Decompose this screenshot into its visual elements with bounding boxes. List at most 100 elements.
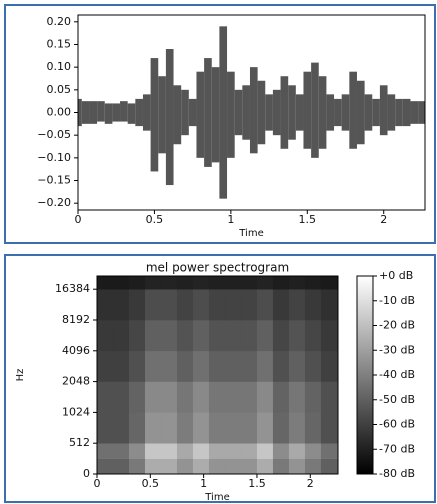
heatmap-cell xyxy=(193,351,209,382)
heatmap-cell xyxy=(289,382,305,413)
heatmap-cell xyxy=(193,459,209,475)
heatmap-cell xyxy=(193,320,209,351)
waveform-segment xyxy=(265,94,273,130)
x-axis-label: Time xyxy=(204,492,229,503)
heatmap-cell xyxy=(161,276,177,289)
waveform-segment xyxy=(380,85,388,135)
waveform-segment xyxy=(281,76,289,149)
heatmap-cell xyxy=(177,351,193,382)
heatmap-cell xyxy=(241,351,257,382)
heatmap-cell xyxy=(225,320,241,351)
heatmap-cell xyxy=(305,443,321,459)
waveform-segment xyxy=(112,103,120,121)
heatmap-cell xyxy=(129,351,145,382)
waveform-segment xyxy=(212,67,220,162)
waveform-segment xyxy=(319,76,327,149)
waveform-segment xyxy=(89,101,97,124)
heatmap-cell xyxy=(273,289,289,320)
heatmap-cell xyxy=(241,443,257,459)
x-tick-label: 0 xyxy=(75,213,82,226)
heatmap-cell xyxy=(321,382,338,413)
waveform-segment xyxy=(174,85,182,144)
y-tick-label: 8192 xyxy=(62,313,90,326)
heatmap-cell xyxy=(129,276,145,289)
heatmap-cell xyxy=(273,320,289,351)
heatmap-cell xyxy=(113,320,129,351)
heatmap-cell xyxy=(209,412,225,443)
heatmap-cell xyxy=(225,382,241,413)
heatmap-cell xyxy=(321,443,338,459)
waveform-segment xyxy=(158,76,166,153)
heatmap-cell xyxy=(321,320,338,351)
heatmap-cell xyxy=(321,459,338,475)
heatmap-cell xyxy=(145,289,161,320)
y-tick-label: −0.05 xyxy=(37,128,71,141)
heatmap-cell xyxy=(321,412,338,443)
heatmap-cell xyxy=(97,351,113,382)
heatmap-cell xyxy=(257,320,273,351)
waveform-segment xyxy=(273,90,281,135)
heatmap-cell xyxy=(161,382,177,413)
heatmap-cell xyxy=(145,276,161,289)
heatmap-cell xyxy=(193,276,209,289)
waveform-segment xyxy=(204,58,212,167)
heatmap-cell xyxy=(305,459,321,475)
waveform-segment xyxy=(120,101,128,121)
colorbar-tick-label: -60 dB xyxy=(379,418,415,431)
x-tick-label: 0 xyxy=(94,477,101,490)
y-tick-label: 0.15 xyxy=(47,37,72,50)
heatmap-cell xyxy=(273,276,289,289)
heatmap-cell xyxy=(97,412,113,443)
heatmap-cell xyxy=(273,382,289,413)
y-tick-label: 0.10 xyxy=(47,60,72,73)
waveform-segment xyxy=(342,94,350,130)
heatmap-cell xyxy=(225,289,241,320)
heatmap-cell xyxy=(113,382,129,413)
heatmap-cell xyxy=(145,351,161,382)
heatmap-cell xyxy=(129,459,145,475)
x-axis-label: Time xyxy=(238,228,263,239)
x-tick-label: 1 xyxy=(200,477,207,490)
waveform-segment xyxy=(303,72,311,149)
heatmap-cell xyxy=(97,443,113,459)
heatmap-cell xyxy=(193,382,209,413)
heatmap-cell xyxy=(113,459,129,475)
x-tick-label: 2 xyxy=(380,213,387,226)
waveform-segment xyxy=(82,101,90,124)
heatmap-cell xyxy=(161,320,177,351)
waveform-segment xyxy=(105,103,113,123)
heatmap-cell xyxy=(289,459,305,475)
y-tick-label: 1024 xyxy=(62,405,90,418)
heatmap-cell xyxy=(209,351,225,382)
heatmap-cell xyxy=(257,289,273,320)
heatmap-cell xyxy=(145,443,161,459)
colorbar-tick-label: -50 dB xyxy=(379,393,415,406)
heatmap-cell xyxy=(241,412,257,443)
colorbar-tick-label: -10 dB xyxy=(379,294,415,307)
colorbar-tick-label: +0 dB xyxy=(379,269,413,282)
heatmap-cell xyxy=(305,412,321,443)
heatmap-cell xyxy=(257,276,273,289)
y-tick-label: −0.15 xyxy=(37,174,71,187)
heatmap-cell xyxy=(257,459,273,475)
y-tick-label: −0.20 xyxy=(37,196,71,209)
heatmap-cell xyxy=(113,443,129,459)
x-tick-label: 0.5 xyxy=(146,213,164,226)
heatmap-cell xyxy=(321,289,338,320)
waveform-segment xyxy=(403,99,411,126)
waveform-segment xyxy=(258,81,266,144)
heatmap-cell xyxy=(225,412,241,443)
heatmap-cell xyxy=(97,382,113,413)
colorbar xyxy=(357,276,373,474)
chart-title: mel power spectrogram xyxy=(146,261,289,275)
y-tick-label: 0.05 xyxy=(47,83,72,96)
heatmap-cell xyxy=(177,443,193,459)
heatmap-cell xyxy=(145,412,161,443)
heatmap-cell xyxy=(305,289,321,320)
y-tick-label: 2048 xyxy=(62,375,90,388)
heatmap-cell xyxy=(225,351,241,382)
heatmap-cell xyxy=(257,443,273,459)
y-tick-label: 512 xyxy=(69,436,90,449)
heatmap-cell xyxy=(321,351,338,382)
heatmap-cell xyxy=(129,382,145,413)
